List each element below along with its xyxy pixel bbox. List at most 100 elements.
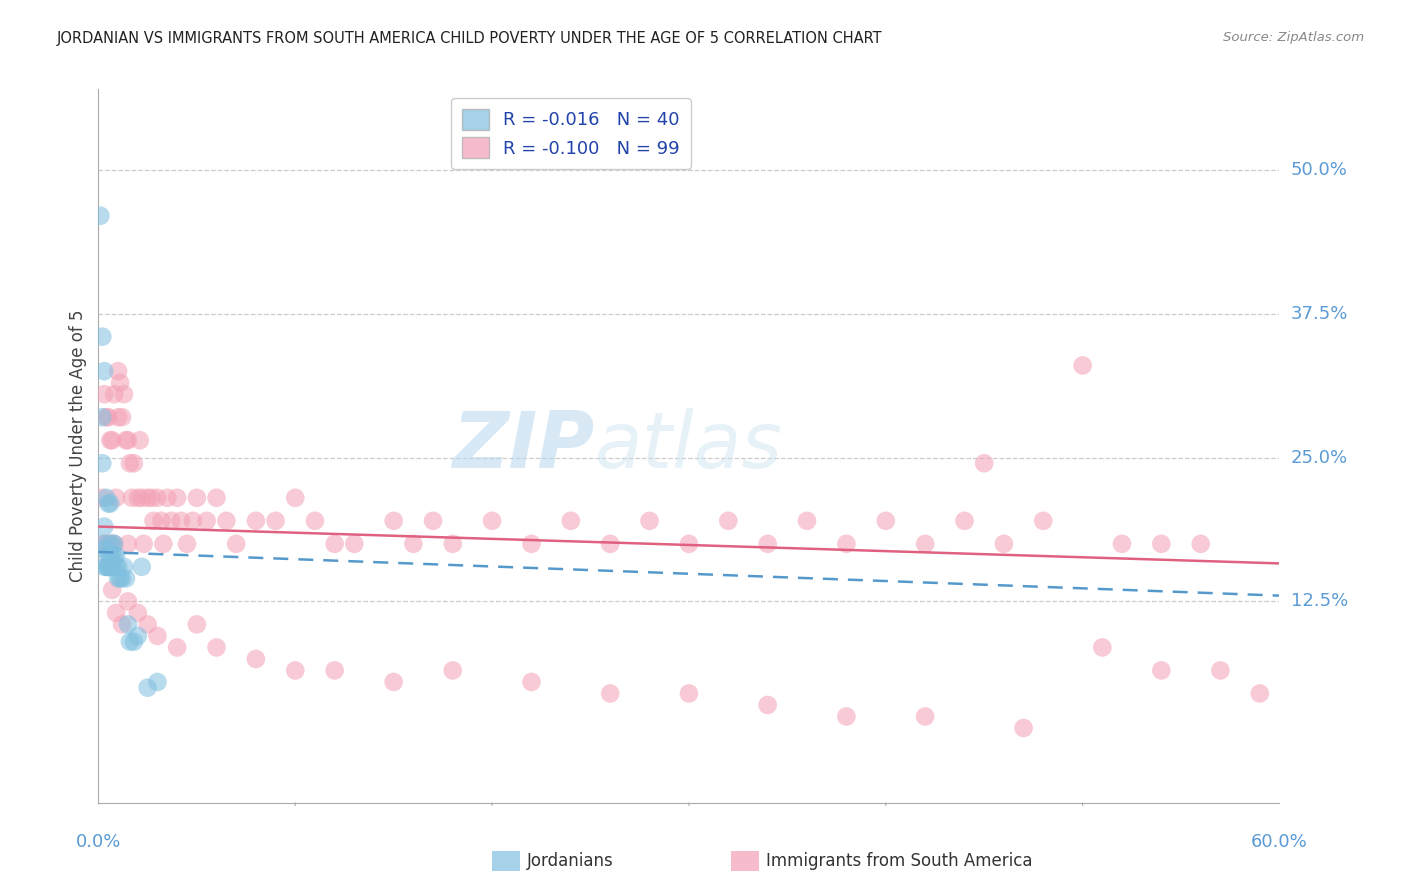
Point [599,686,621,700]
Point [1209,664,1232,678]
Point [108,376,131,390]
Point [132,537,155,551]
Point [122,456,145,470]
Text: 60.0%: 60.0% [1251,833,1308,851]
Point [101,582,124,597]
Point [284,664,307,678]
Point [264,514,287,528]
Point [91,410,114,425]
Point [111,617,134,632]
Point [107,410,129,425]
Point [756,698,779,712]
Point [166,640,188,655]
Text: 0.0%: 0.0% [76,833,121,851]
Point [150,514,173,528]
Point [638,514,661,528]
Text: 25.0%: 25.0% [1291,449,1348,467]
Point [678,686,700,700]
Point [131,491,153,505]
Point [131,559,153,574]
Point [98,434,121,448]
Point [914,537,936,551]
Point [284,491,307,505]
Point [245,652,267,666]
Point [98,537,121,551]
Point [170,514,193,528]
Point [875,514,897,528]
Point [117,434,139,448]
Bar [731,851,759,871]
Point [127,491,149,505]
Point [115,434,138,448]
Point [101,549,124,563]
Point [186,491,208,505]
Point [98,549,121,563]
Point [953,514,976,528]
Point [127,606,149,620]
Point [323,537,346,551]
Point [323,664,346,678]
Point [91,456,114,470]
Point [96,491,118,505]
Point [101,559,124,574]
Point [560,514,582,528]
Point [160,514,183,528]
Point [520,537,543,551]
Point [98,497,121,511]
Point [156,491,179,505]
Point [105,559,128,574]
Point [1032,514,1054,528]
Point [127,629,149,643]
Point [441,664,464,678]
Point [107,364,129,378]
Point [111,571,134,585]
Point [245,514,267,528]
Point [422,514,444,528]
Point [599,537,621,551]
Point [1150,664,1173,678]
Point [1012,721,1035,735]
Point [176,537,198,551]
Point [382,514,405,528]
Point [97,559,120,574]
Point [166,491,188,505]
Point [97,559,120,574]
Point [146,629,169,643]
Point [1071,359,1094,373]
Text: 50.0%: 50.0% [1291,161,1347,178]
Point [756,537,779,551]
Point [402,537,425,551]
Point [441,537,464,551]
Point [343,537,366,551]
Point [103,537,125,551]
Point [152,537,174,551]
Text: atlas: atlas [595,408,782,484]
Point [101,537,124,551]
Point [105,549,128,563]
Point [181,514,204,528]
Text: JORDANIAN VS IMMIGRANTS FROM SOUTH AMERICA CHILD POVERTY UNDER THE AGE OF 5 CORR: JORDANIAN VS IMMIGRANTS FROM SOUTH AMERI… [56,31,882,46]
Point [103,387,125,401]
Point [115,571,138,585]
Point [91,491,114,505]
Point [108,571,131,585]
Point [195,514,218,528]
Text: ZIP: ZIP [453,408,595,484]
Text: Source: ZipAtlas.com: Source: ZipAtlas.com [1223,31,1364,45]
Point [678,537,700,551]
Point [1150,537,1173,551]
Point [89,537,111,551]
Point [107,559,129,574]
Point [146,491,169,505]
Point [973,456,995,470]
Point [103,537,125,551]
Point [97,559,120,574]
Point [1091,640,1114,655]
Point [93,559,115,574]
Point [93,387,115,401]
Point [186,617,208,632]
Point [98,559,121,574]
Point [136,617,159,632]
Point [118,634,141,648]
Point [717,514,740,528]
